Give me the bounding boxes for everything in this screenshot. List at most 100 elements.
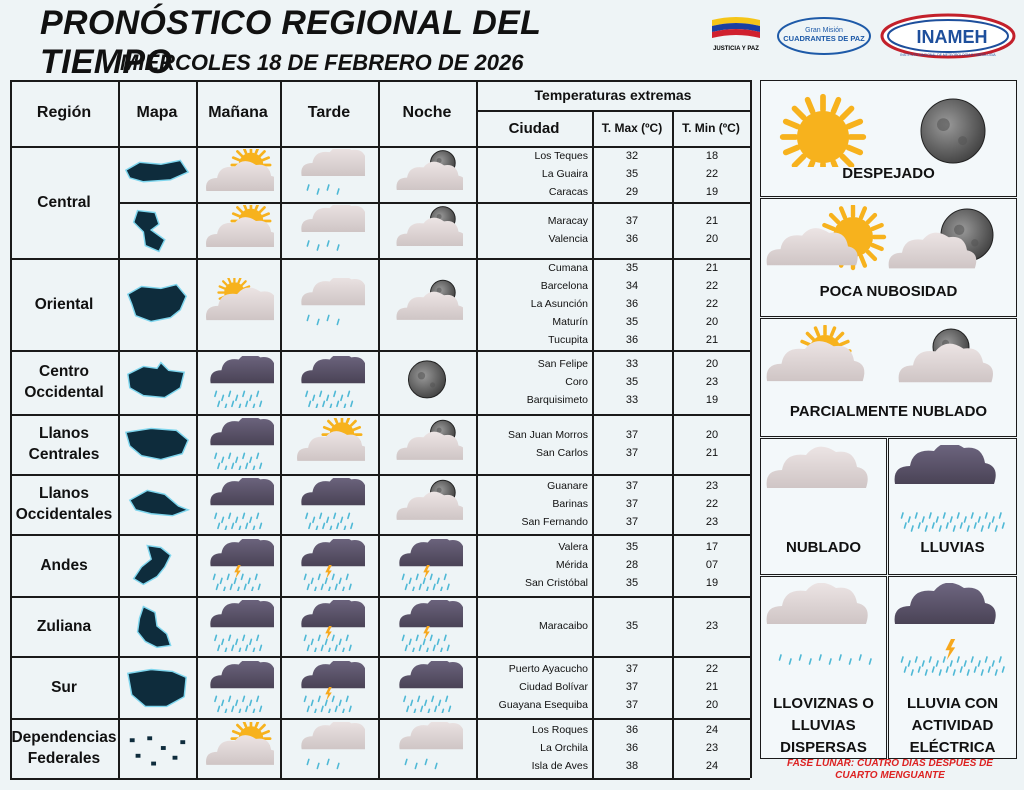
clear-night-icon	[391, 356, 463, 413]
city-name: Los Teques	[534, 150, 588, 162]
city-name: San Fernando	[521, 516, 588, 528]
region-map	[122, 660, 192, 719]
grid-line	[10, 596, 750, 598]
legend-item: POCA NUBOSIDAD	[760, 198, 1017, 317]
rain-icon	[202, 353, 284, 413]
partly-cloudy-night-icon	[391, 418, 466, 475]
temp-min: 23	[705, 742, 719, 754]
partly-cloudy-day-icon	[202, 718, 279, 779]
legend-item: LLUVIA CON ACTIVIDAD ELÉCTRICA	[888, 576, 1017, 759]
legend-label: PARCIALMENTE NUBLADO	[789, 403, 988, 420]
legend-item: PARCIALMENTE NUBLADO	[760, 318, 1017, 437]
inameh-wordmark: INAMEH	[917, 27, 988, 47]
grid-line	[280, 80, 282, 778]
temp-min: 23	[705, 516, 719, 528]
temp-max: 35	[625, 262, 639, 274]
region-map	[122, 262, 192, 351]
region-name: Oriental	[34, 295, 94, 313]
region-map	[122, 418, 192, 475]
temp-min: 19	[705, 186, 719, 198]
city-name: La Guaira	[541, 168, 588, 180]
temp-min: 24	[705, 760, 719, 772]
drizzle-icon	[293, 202, 375, 260]
city-name: Isla de Aves	[531, 760, 588, 772]
partly-cloudy-night-icon	[391, 149, 466, 204]
column-header-city: Ciudad	[508, 119, 560, 137]
grid-line	[10, 718, 750, 720]
lloviznas-icon	[761, 582, 886, 698]
temp-min: 24	[705, 724, 719, 736]
drizzle-icon	[391, 719, 473, 779]
temp-min: 21	[705, 262, 719, 274]
city-name: San Cristóbal	[524, 577, 588, 589]
temp-min: 22	[705, 298, 719, 310]
city-name: Guanare	[547, 480, 588, 492]
temp-max: 29	[625, 186, 639, 198]
temp-min: 23	[705, 480, 719, 492]
city-name: La Asunción	[530, 298, 588, 310]
city-name: Puerto Ayacucho	[508, 663, 588, 675]
city-name: Maracay	[547, 215, 588, 227]
temp-min: 07	[705, 559, 719, 571]
grid-line	[10, 350, 750, 352]
temp-max: 37	[625, 447, 639, 459]
column-header-night: Noche	[402, 104, 452, 121]
temp-max: 37	[625, 480, 639, 492]
region-map	[122, 600, 192, 657]
justice-logo: JUSTICIA Y PAZ	[706, 12, 766, 58]
parcialmente-nublado-icon	[761, 324, 1016, 410]
city-name: Maturín	[552, 316, 588, 328]
grid-line	[378, 80, 380, 778]
temp-min: 21	[705, 215, 719, 227]
column-header-morning: Mañana	[208, 104, 268, 121]
grid-line	[10, 80, 750, 82]
temp-min: 19	[705, 577, 719, 589]
region-map	[122, 150, 192, 203]
temp-max: 36	[625, 724, 639, 736]
city-name: San Felipe	[537, 358, 588, 370]
city-name: La Orchila	[540, 742, 588, 754]
legend-label: DESPEJADO	[842, 165, 935, 182]
temp-min: 21	[705, 681, 719, 693]
temp-min: 23	[705, 620, 719, 632]
temp-max: 35	[625, 577, 639, 589]
partly-cloudy-day-icon	[202, 144, 279, 204]
temp-max: 37	[625, 681, 639, 693]
grid-line	[10, 474, 750, 476]
city-name: Coro	[565, 376, 588, 388]
legend-item: LLOVIZNAS O LLUVIAS DISPERSAS	[760, 576, 887, 759]
temp-max: 34	[625, 280, 639, 292]
partly-cloudy-day-icon	[202, 200, 279, 260]
city-name: Valera	[558, 541, 588, 553]
city-name: Barcelona	[540, 280, 588, 292]
drizzle-icon	[293, 719, 375, 779]
grid-line	[10, 258, 750, 260]
temp-max: 35	[625, 376, 639, 388]
partly-cloudy-day-icon	[293, 414, 370, 475]
temp-min: 20	[705, 316, 719, 328]
temp-min: 19	[705, 394, 719, 406]
city-name: Caracas	[548, 186, 588, 198]
temp-min: 20	[705, 358, 719, 370]
temp-max: 35	[625, 620, 639, 632]
region-name: Llanos Centrales	[28, 425, 100, 463]
grid-line	[476, 110, 750, 112]
rain-icon	[293, 475, 375, 535]
city-name: Valencia	[548, 233, 589, 245]
grid-line	[10, 414, 750, 416]
grid-line	[672, 110, 674, 778]
grid-line	[592, 110, 594, 778]
temp-max: 37	[625, 498, 639, 510]
thunder-icon	[202, 536, 284, 596]
temp-max: 37	[625, 215, 639, 227]
rain-icon	[293, 353, 375, 413]
drizzle-icon	[293, 275, 375, 335]
justice-caption: JUSTICIA Y PAZ	[713, 46, 759, 52]
legend-label: LLOVIZNAS O LLUVIAS DISPERSAS	[773, 695, 874, 756]
temp-max: 36	[625, 334, 639, 346]
rain-icon	[391, 658, 473, 718]
temp-max: 33	[625, 358, 639, 370]
column-header-region: Región	[36, 104, 92, 121]
rain-icon	[202, 415, 284, 475]
thunder-icon	[391, 597, 473, 657]
